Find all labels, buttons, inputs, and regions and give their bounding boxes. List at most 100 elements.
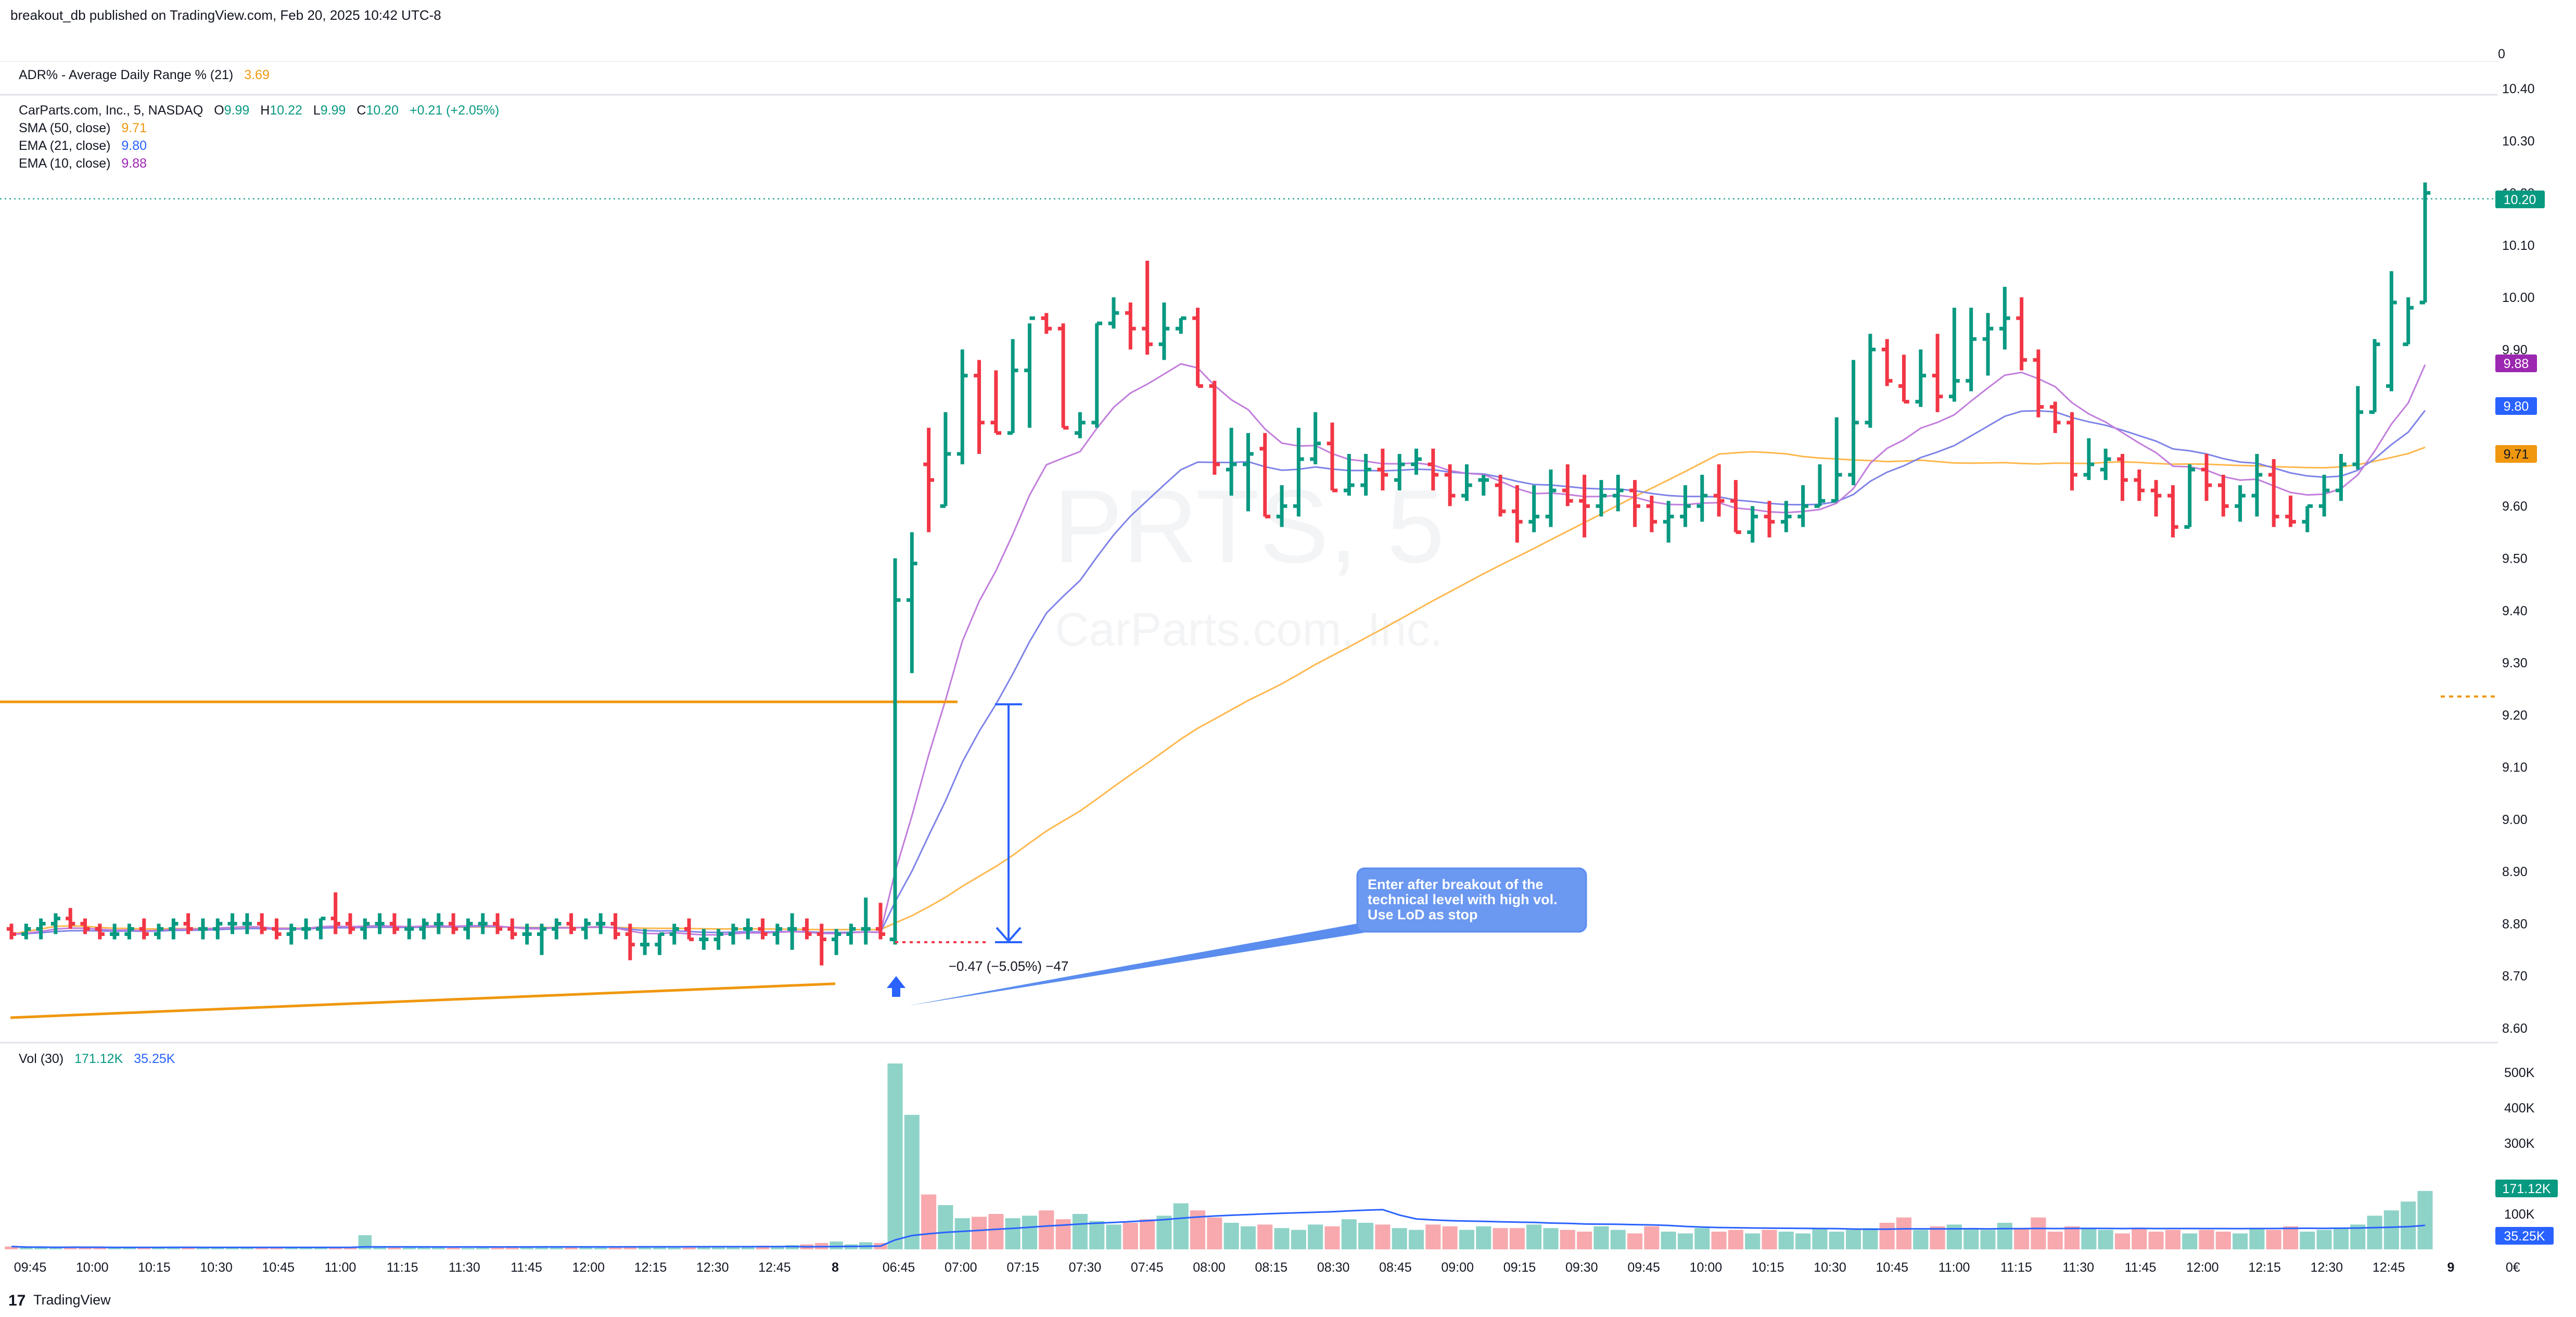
s1-volume-41 (608, 1247, 622, 1249)
sma50-legend[interactable]: SMA (50, close) 9.71 (19, 121, 147, 135)
annotation-callout[interactable]: Enter after breakout of the technical le… (908, 867, 1587, 1006)
s2-bar-13 (1108, 297, 1119, 329)
s1-bar-48 (713, 929, 723, 950)
s2-volume-74 (2132, 1228, 2147, 1249)
measure-tool[interactable]: −0.47 (−5.05%) −47 (949, 703, 1069, 974)
s1-volume-1 (19, 1247, 33, 1249)
s1-volume-17 (255, 1247, 269, 1249)
s1-bar-33 (493, 913, 503, 934)
s2-bar-85 (2318, 475, 2330, 517)
volume-bars (5, 1063, 2433, 1249)
s2-bar-5 (974, 360, 985, 454)
s2-bar-76 (2167, 485, 2178, 538)
svg-text:171.12K: 171.12K (2502, 1182, 2551, 1196)
s2-bar-3 (940, 412, 951, 508)
price-tick-10: 9.20 (2502, 708, 2528, 723)
time-tick-2: 10:15 (138, 1260, 171, 1275)
s2-volume-5 (972, 1217, 987, 1249)
s2-bar-57 (1848, 360, 1859, 486)
s2-bar-32 (1427, 448, 1439, 491)
s2-volume-32 (1425, 1224, 1441, 1249)
s1-bar-3 (50, 913, 60, 934)
s2-volume-46 (1661, 1232, 1676, 1249)
s1-bar-38 (566, 913, 576, 934)
s1-volume-39 (579, 1246, 593, 1249)
s2-volume-40 (1560, 1230, 1575, 1249)
s1-bar-50 (743, 918, 753, 940)
s1-bar-43 (640, 929, 650, 955)
s2-bar-28 (1360, 453, 1371, 496)
s2-bar-56 (1831, 417, 1842, 503)
price-bars (6, 182, 2431, 966)
tradingview-logo-icon: 17 (8, 1292, 25, 1309)
s1-volume-4 (63, 1247, 77, 1249)
s2-bar-61 (1915, 349, 1927, 407)
tradingview-logo[interactable]: 17 TradingView (8, 1292, 111, 1309)
price-tick-6: 9.60 (2502, 499, 2528, 514)
s1-volume-34 (505, 1247, 519, 1249)
s2-bar-18 (1192, 308, 1203, 388)
s2-bar-11 (1075, 412, 1086, 438)
s2-bar-15 (1142, 260, 1153, 355)
s1-volume-0 (5, 1246, 18, 1249)
s2-volume-81 (2249, 1228, 2265, 1249)
s1-bar-53 (787, 913, 797, 950)
close-value: 10.20 (366, 103, 399, 118)
s2-bar-17 (1175, 316, 1187, 334)
s1-volume-2 (34, 1247, 48, 1249)
s2-volume-70 (2064, 1226, 2080, 1249)
s2-bar-24 (1293, 427, 1304, 517)
ema10-legend[interactable]: EMA (10, close) 9.88 (19, 156, 147, 171)
s1-volume-10 (152, 1247, 165, 1249)
entry-arrow-icon (887, 976, 906, 997)
s2-bar-10 (1057, 323, 1069, 430)
callout-box (1356, 867, 1587, 933)
s1-bar-0 (6, 923, 17, 940)
time-axis[interactable]: 09:45 10:00 10:15 10:30 10:45 11:00 11:15 11:30… (14, 1260, 2520, 1275)
volume-tick-3: 100K (2504, 1207, 2535, 1222)
s2-volume-68 (2031, 1217, 2046, 1249)
symbol-line[interactable]: CarParts.com, Inc., 5, NASDAQ (19, 103, 203, 118)
time-tick-33: 11:30 (2062, 1260, 2094, 1275)
volume-ma-value: 35.25K (134, 1052, 175, 1066)
s2-bar-71 (2083, 438, 2095, 480)
time-tick-29: 10:30 (1814, 1260, 1846, 1275)
s1-bar-19 (286, 923, 296, 945)
s1-volume-48 (711, 1246, 725, 1249)
volume-ma-line (11, 1209, 2426, 1248)
low-value: 9.99 (321, 103, 346, 118)
time-tick-25: 09:30 (1565, 1260, 1598, 1275)
s2-volume-77 (2182, 1233, 2198, 1249)
badge-volume-ma: 35.25K (2495, 1227, 2554, 1245)
s2-volume-29 (1375, 1224, 1391, 1249)
s2-bar-29 (1377, 448, 1388, 491)
s2-volume-85 (2316, 1230, 2332, 1249)
measure-label: −0.47 (−5.05%) −47 (949, 958, 1069, 974)
s1-bar-58 (861, 897, 871, 945)
s2-bar-20 (1226, 427, 1237, 496)
time-tick-10: 12:15 (634, 1260, 667, 1275)
s1-bar-36 (537, 923, 547, 955)
moving-averages (11, 363, 2426, 1248)
s2-volume-51 (1745, 1233, 1761, 1249)
s1-bar-24 (360, 918, 370, 940)
s2-volume-33 (1442, 1226, 1458, 1249)
support-trendline[interactable] (10, 982, 836, 1019)
volume-axis[interactable]: 500K 400K 300K 100K (2504, 1066, 2535, 1222)
s1-volume-32 (476, 1247, 490, 1249)
s2-volume-16 (1156, 1215, 1172, 1249)
s2-bar-66 (1999, 287, 2010, 350)
s1-bar-29 (433, 913, 443, 934)
s2-bar-44 (1629, 480, 1640, 527)
s2-volume-67 (2014, 1228, 2030, 1249)
time-tick-16: 07:15 (1006, 1260, 1039, 1275)
volume-tick-1: 400K (2504, 1101, 2535, 1116)
s1-volume-6 (93, 1247, 107, 1249)
price-tick-13: 8.90 (2502, 865, 2528, 879)
s2-bar-78 (2201, 453, 2212, 501)
ema21-legend[interactable]: EMA (21, close) 9.80 (19, 138, 147, 153)
time-tick-6: 11:15 (387, 1260, 418, 1275)
price-axis[interactable]: 10.4010.3010.2010.1010.009.909.609.509.4… (2502, 82, 2535, 1036)
change-value: +0.21 (+2.05%) (410, 103, 499, 118)
